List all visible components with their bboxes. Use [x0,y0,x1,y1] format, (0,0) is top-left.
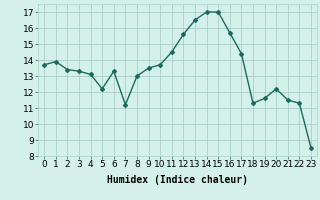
X-axis label: Humidex (Indice chaleur): Humidex (Indice chaleur) [107,175,248,185]
